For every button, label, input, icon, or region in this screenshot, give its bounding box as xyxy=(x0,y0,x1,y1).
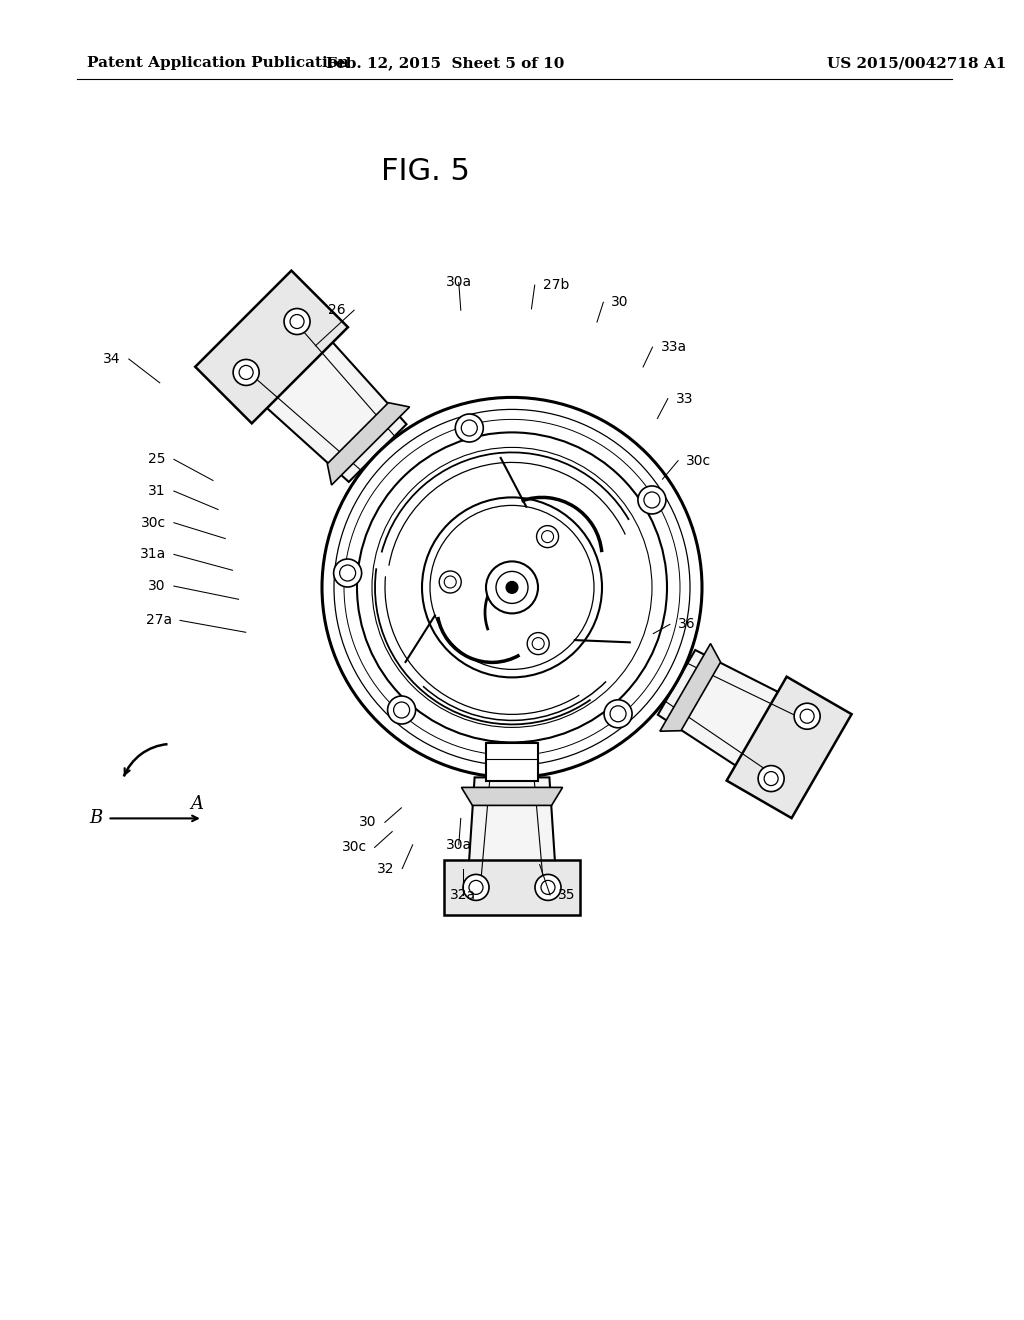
Text: 30: 30 xyxy=(359,816,377,829)
Circle shape xyxy=(604,700,632,727)
Text: 35: 35 xyxy=(558,888,575,902)
Text: 30c: 30c xyxy=(140,516,166,529)
Polygon shape xyxy=(727,677,852,818)
Text: 27a: 27a xyxy=(145,614,172,627)
Text: B: B xyxy=(89,809,102,828)
Polygon shape xyxy=(328,403,410,484)
Text: 30a: 30a xyxy=(445,838,472,851)
Text: 30: 30 xyxy=(611,296,629,309)
Circle shape xyxy=(795,704,820,729)
Text: 36: 36 xyxy=(678,618,695,631)
Text: 32: 32 xyxy=(377,862,394,875)
Text: 30c: 30c xyxy=(686,454,712,467)
Text: 30: 30 xyxy=(148,579,166,593)
Text: A: A xyxy=(190,795,203,813)
Polygon shape xyxy=(245,321,407,482)
Polygon shape xyxy=(462,788,562,805)
Polygon shape xyxy=(444,859,580,915)
Circle shape xyxy=(506,581,518,594)
Text: US 2015/0042718 A1: US 2015/0042718 A1 xyxy=(827,57,1007,70)
Text: 27b: 27b xyxy=(543,279,569,292)
Polygon shape xyxy=(657,649,803,780)
Circle shape xyxy=(535,874,561,900)
Circle shape xyxy=(463,874,489,900)
Text: 33a: 33a xyxy=(660,341,687,354)
Text: 30a: 30a xyxy=(445,276,472,289)
Polygon shape xyxy=(196,271,348,424)
Circle shape xyxy=(334,558,361,587)
Circle shape xyxy=(422,498,602,677)
Text: 32a: 32a xyxy=(450,888,476,902)
Circle shape xyxy=(486,561,538,614)
Text: Patent Application Publication: Patent Application Publication xyxy=(87,57,349,70)
Text: 31a: 31a xyxy=(139,548,166,561)
Text: 26: 26 xyxy=(329,304,346,317)
Circle shape xyxy=(638,486,666,513)
Text: 33: 33 xyxy=(676,392,693,405)
Text: FIG. 5: FIG. 5 xyxy=(381,157,469,186)
Circle shape xyxy=(439,572,461,593)
Circle shape xyxy=(456,414,483,442)
Text: 30c: 30c xyxy=(341,841,367,854)
Circle shape xyxy=(537,525,558,548)
Circle shape xyxy=(388,696,416,723)
Text: 31: 31 xyxy=(148,484,166,498)
Circle shape xyxy=(233,359,259,385)
Circle shape xyxy=(284,309,310,334)
Circle shape xyxy=(527,632,549,655)
Text: Feb. 12, 2015  Sheet 5 of 10: Feb. 12, 2015 Sheet 5 of 10 xyxy=(327,57,564,70)
Circle shape xyxy=(758,766,784,792)
Text: 25: 25 xyxy=(148,453,166,466)
FancyBboxPatch shape xyxy=(486,743,538,781)
Polygon shape xyxy=(659,644,721,731)
Text: 34: 34 xyxy=(103,352,121,366)
Polygon shape xyxy=(468,777,556,878)
